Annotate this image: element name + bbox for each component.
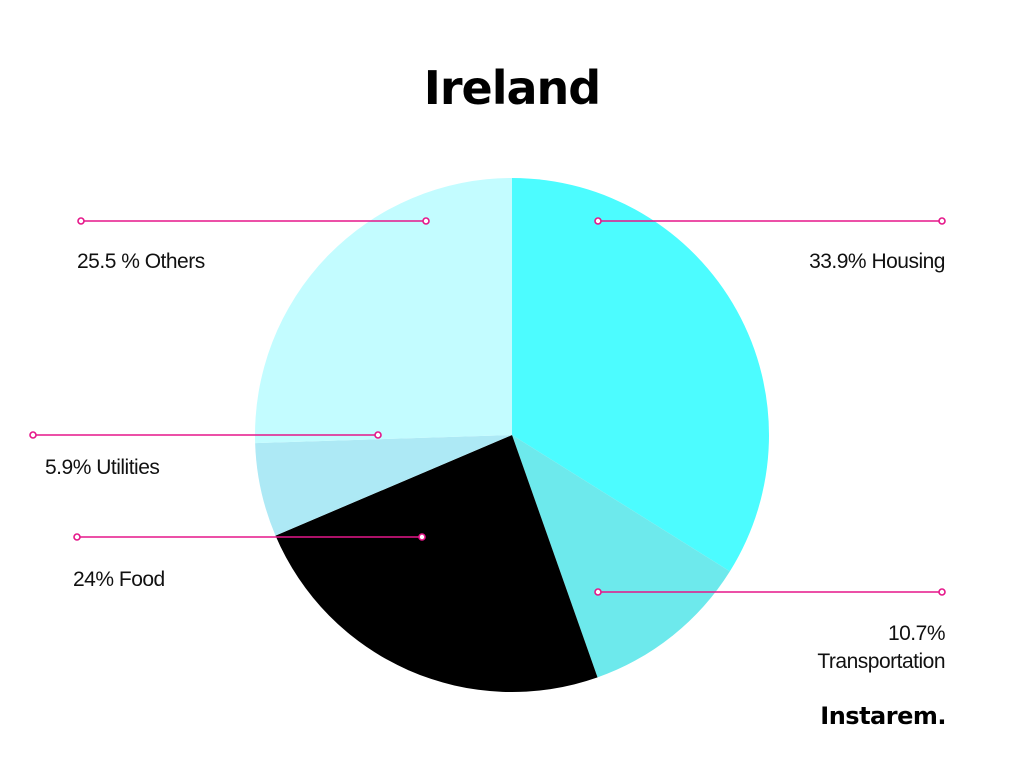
pie-slices [255,178,769,692]
pie-slice-utilities [255,435,512,536]
brand-logo: Instarem. [820,702,946,730]
leader-line-utilities [29,431,382,439]
leader-line-transportation [594,588,946,596]
pie-slice-others [255,178,512,444]
pie-slice-food [275,435,598,692]
chart-title: Ireland [423,61,601,115]
leader-line-others [77,217,430,225]
pie-slice-housing [512,178,769,572]
slice-label-transportation-name: Transportation [817,650,945,673]
slice-label-utilities: 5.9% Utilities [45,456,160,479]
slice-label-housing: 33.9% Housing [809,250,945,273]
leader-lines [29,217,946,596]
slice-label-transportation: 10.7% Transportation [817,620,945,676]
slice-label-others: 25.5 % Others [77,250,205,273]
slice-label-transportation-value: 10.7% [887,622,946,645]
leader-line-food [73,533,426,541]
leader-line-housing [594,217,946,225]
slice-label-food: 24% Food [73,568,165,591]
pie-slice-transportation [512,435,730,678]
